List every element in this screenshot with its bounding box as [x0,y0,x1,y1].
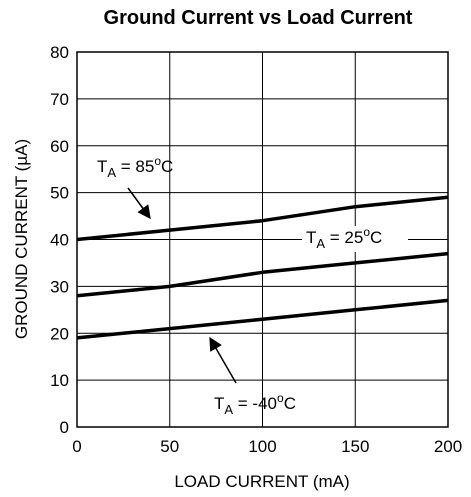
series-line-25c [76,251,449,298]
chart-title: Ground Current vs Load Current [104,7,413,29]
annotation-background [302,226,408,252]
y-tick-label: 80 [50,43,69,62]
y-tick-label: 10 [50,371,69,390]
x-tick-labels: 0 50 100 150 200 [72,437,462,456]
annotation-text: TA = 85oC [97,154,173,180]
y-tick-label: 20 [50,324,69,343]
annotation-25c: TA = 25oC [302,225,408,252]
annotation-85c: TA = 85oC [97,154,173,220]
annotations: TA = 85oC TA = 25oC TA = -40oC [97,154,408,417]
x-tick-label: 0 [72,437,81,456]
y-tick-labels: 0 10 20 30 40 50 60 70 80 [50,43,69,437]
annotation-minus40c: TA = -40oC [209,336,296,417]
y-axis-label: GROUND CURRENT (µA) [12,139,31,339]
x-tick-label: 200 [434,437,462,456]
series-line-minus40c [76,298,449,340]
annotation-text: TA = -40oC [214,391,296,417]
y-tick-label: 60 [50,137,69,156]
y-tick-label: 0 [60,418,69,437]
plot-frame [76,51,449,428]
x-axis-label: LOAD CURRENT (mA) [174,472,349,491]
series-group [76,195,449,340]
y-tick-label: 70 [50,90,69,109]
y-tick-label: 30 [50,277,69,296]
y-tick-label: 50 [50,184,69,203]
y-tick-label: 40 [50,231,69,250]
grid [77,52,448,427]
annotation-text: TA = 25oC [306,225,382,251]
x-tick-label: 50 [160,437,179,456]
series-line-85c [76,195,449,242]
annotation-arrow [209,336,237,384]
annotation-arrow [127,187,151,220]
x-tick-label: 150 [341,437,369,456]
x-tick-label: 100 [248,437,276,456]
